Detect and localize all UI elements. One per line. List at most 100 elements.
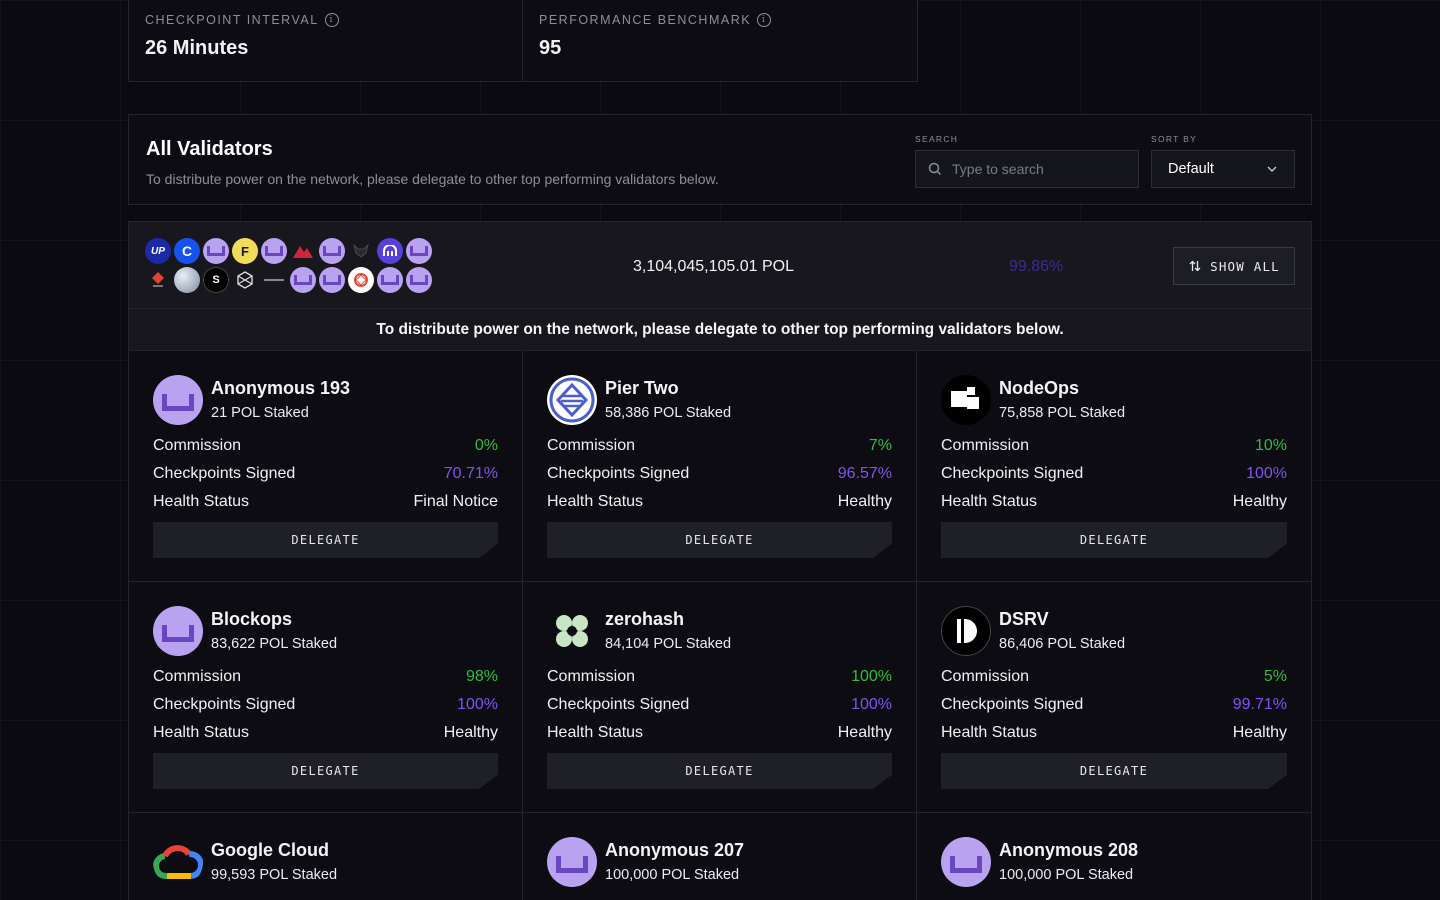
search-input[interactable]: Type to search [915,150,1139,188]
google-cloud-logo-icon [153,837,203,887]
performance-benchmark-value: 95 [539,37,562,59]
checkpoints-value: 100% [1246,465,1287,482]
validator-staked: 21 POL Staked [211,405,309,421]
commission-value: 10% [1254,437,1287,454]
fox-logo-icon [348,238,374,264]
checkpoints-value: 96.57% [837,465,892,482]
sort-select[interactable]: Default [1151,150,1295,188]
commission-row: Commission 7% [547,437,892,454]
health-value: Healthy [1232,724,1287,741]
health-row: Health Status Healthy [941,493,1287,510]
coinbase-logo-icon: C [174,238,200,264]
validator-card[interactable]: NodeOps 75,858 POL Staked Commission 10% … [917,351,1312,582]
health-value: Healthy [837,724,892,741]
validator-name: zerohash [605,609,685,629]
health-row: Health Status Final Notice [153,493,498,510]
total-staked: 3,104,045,105.01 POL [633,258,795,275]
checkpoints-value: 70.71% [443,465,498,482]
validator-name: Google Cloud [211,840,329,860]
validator-logo-stack: UP C F S [145,238,435,296]
health-row: Health Status Healthy [941,724,1287,741]
anon-logo-icon [319,238,345,264]
hex-logo-icon [232,267,258,293]
commission-row: Commission 100% [547,668,892,685]
commission-row: Commission 0% [153,437,498,454]
checkpoints-value: 99.71% [1232,696,1287,713]
logo-row-2: S [145,267,435,293]
anon-logo-icon [406,267,432,293]
validator-staked: 100,000 POL Staked [605,867,740,883]
globe-logo-icon [174,267,200,293]
info-icon[interactable]: i [757,13,772,27]
anon-logo-icon [319,267,345,293]
validator-name: NodeOps [999,378,1080,398]
delegate-button[interactable]: DELEGATE [941,522,1287,558]
stakin-logo-icon [145,267,171,293]
validator-card[interactable]: Pier Two 58,386 POL Staked Commission 7% … [523,351,917,582]
validator-staked: 75,858 POL Staked [999,405,1126,421]
anon-logo-icon [406,238,432,264]
health-row: Health Status Healthy [547,493,892,510]
validator-card[interactable]: zerohash 84,104 POL Staked Commission 100… [523,582,917,813]
validator-card[interactable]: Blockops 83,622 POL Staked Commission 98%… [128,582,523,813]
validator-staked: 100,000 POL Staked [999,867,1134,883]
commission-value: 100% [851,668,892,685]
validator-card[interactable]: Anonymous 208 100,000 POL Staked [917,813,1312,900]
validator-card[interactable]: Anonymous 207 100,000 POL Staked [523,813,917,900]
stats-bar: CHECKPOINT INTERVAL i 26 Minutes PERFORM… [128,0,1312,82]
health-value: Healthy [837,493,892,510]
validator-card[interactable]: DSRV 86,406 POL Staked Commission 5% Chec… [917,582,1312,813]
red-mountain-logo-icon [290,238,316,264]
ring-logo-icon [348,267,374,293]
commission-value: 5% [1263,668,1287,685]
delegate-button[interactable]: DELEGATE [941,753,1287,789]
show-all-label: SHOW ALL [1210,258,1280,274]
dash-logo-icon [261,267,287,293]
validator-card[interactable]: Google Cloud 99,593 POL Staked [128,813,523,900]
validator-staked: 83,622 POL Staked [211,636,338,652]
validator-name: DSRV [999,609,1049,629]
up-logo-icon: UP [145,238,171,264]
checkpoints-value: 100% [457,696,498,713]
delegate-button[interactable]: DELEGATE [547,753,892,789]
delegate-button[interactable]: DELEGATE [153,522,498,558]
search-placeholder: Type to search [952,161,1044,177]
info-icon[interactable]: i [324,13,339,27]
performance-benchmark-card: PERFORMANCE BENCHMARK i 95 [523,0,918,82]
nodeops-logo-icon [941,375,991,425]
logo-row-1: UP C F [145,238,435,264]
performance-benchmark-label: PERFORMANCE BENCHMARK i [539,13,901,27]
pier-two-logo-icon [547,375,597,425]
health-row: Health Status Healthy [547,724,892,741]
page-title: All Validators [146,138,273,160]
checkpoints-row: Checkpoints Signed 96.57% [547,465,892,482]
show-all-button[interactable]: SHOW ALL [1173,247,1295,285]
validator-name: Anonymous 208 [999,840,1139,860]
health-value: Healthy [1232,493,1287,510]
commission-row: Commission 98% [153,668,498,685]
checkpoint-interval-label: CHECKPOINT INTERVAL i [145,13,506,27]
checkpoints-value: 100% [851,696,892,713]
validator-staked: 84,104 POL Staked [605,636,732,652]
delegate-button[interactable]: DELEGATE [547,522,892,558]
total-percent: 99.86% [1009,258,1064,275]
chevron-down-icon [1267,166,1277,172]
checkpoints-row: Checkpoints Signed 70.71% [153,465,498,482]
validator-grid: Anonymous 193 21 POL Staked Commission 0%… [128,351,1312,900]
validator-name: Anonymous 207 [605,840,745,860]
anon-logo-icon [203,238,229,264]
validator-card[interactable]: Anonymous 193 21 POL Staked Commission 0%… [128,351,523,582]
search-icon [928,162,942,176]
zerohash-logo-icon [547,606,597,656]
validator-summary-row[interactable]: UP C F S [128,221,1312,309]
validator-staked: 58,386 POL Staked [605,405,732,421]
commission-row: Commission 10% [941,437,1287,454]
anon-logo-icon [377,267,403,293]
checkpoint-interval-value: 26 Minutes [145,37,249,59]
delegate-button[interactable]: DELEGATE [153,753,498,789]
s-logo-icon: S [203,267,229,293]
anon-avatar-icon [941,837,991,887]
checkpoints-row: Checkpoints Signed 100% [941,465,1287,482]
commission-value: 7% [868,437,892,454]
commission-value: 0% [474,437,498,454]
